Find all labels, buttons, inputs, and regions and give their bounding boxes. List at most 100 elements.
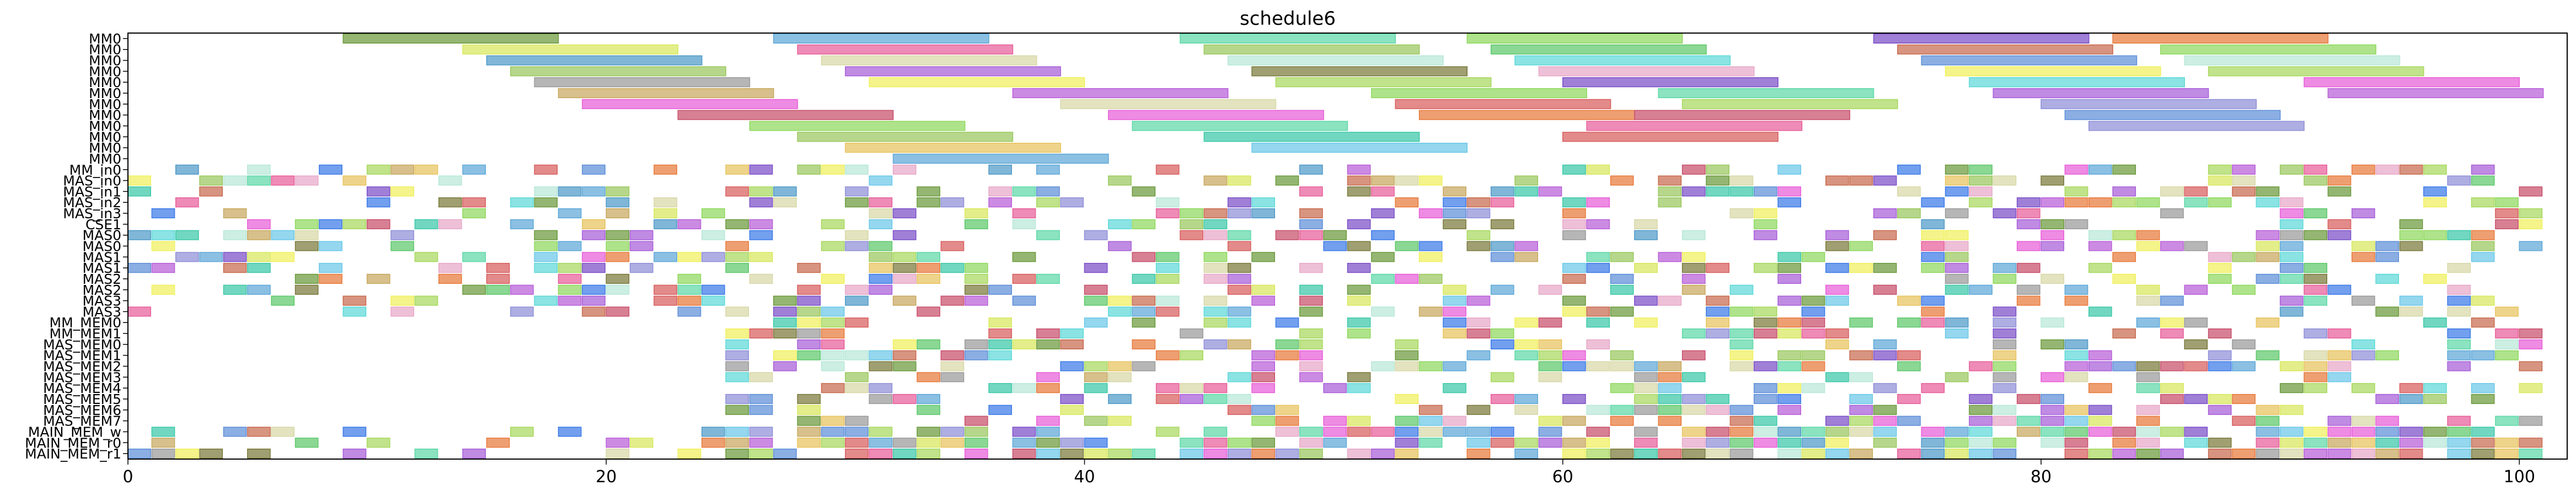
task-bar (725, 449, 749, 459)
schedule-bar (1108, 110, 1324, 120)
task-bar (1538, 438, 1562, 448)
task-bar (2256, 317, 2280, 328)
task-bar (2519, 339, 2543, 349)
task-bar (1873, 263, 1897, 273)
task-bar (2160, 241, 2184, 251)
schedule-bar (892, 153, 1109, 164)
task-bar (1132, 295, 1156, 306)
task-bar (2279, 263, 2304, 273)
task-bar (773, 197, 797, 208)
task-bar (1203, 438, 1228, 448)
task-bar (749, 427, 773, 437)
task-bar (1562, 438, 1586, 448)
task-bar (2256, 427, 2280, 437)
task-bar (199, 186, 223, 197)
task-bar (390, 186, 414, 197)
task-bar (869, 241, 893, 251)
task-bar (1634, 372, 1658, 382)
task-bar (749, 449, 773, 459)
task-bar (2064, 339, 2088, 349)
task-bar (1275, 416, 1299, 426)
task-bar (1993, 383, 2017, 393)
task-bar (2423, 273, 2447, 284)
task-bar (1036, 328, 1060, 339)
task-bar (2423, 317, 2447, 328)
task-bar (2351, 416, 2375, 426)
task-bar (1299, 230, 1323, 240)
task-bar (1466, 427, 1491, 437)
task-bar (1562, 350, 1586, 360)
task-bar (1060, 393, 1084, 405)
task-bar (1012, 295, 1036, 306)
task-bar (2327, 350, 2352, 360)
task-bar (845, 241, 869, 251)
task-bar (1634, 427, 1658, 437)
task-bar (1036, 273, 1060, 284)
task-bar (725, 328, 749, 339)
task-bar (534, 295, 558, 306)
task-bar (1562, 230, 1586, 240)
task-bar (1084, 438, 1108, 448)
y-tick-label: MAS_MEM4 (43, 380, 121, 396)
task-bar (988, 328, 1013, 339)
task-bar (390, 295, 414, 306)
schedule-bar (1538, 66, 1755, 77)
task-bar (1993, 273, 2017, 284)
task-bar (1203, 175, 1228, 186)
schedule-bar (2184, 55, 2401, 66)
task-bar (1395, 339, 1419, 349)
task-bar (2208, 361, 2232, 371)
task-bar (1993, 175, 2017, 186)
task-bar (1227, 339, 1251, 349)
task-bar (366, 273, 390, 284)
y-tick-label: MAS_MEM3 (43, 369, 121, 385)
task-bar (1897, 164, 1921, 175)
task-bar (582, 252, 606, 262)
task-bar (2088, 241, 2112, 251)
task-bar (1490, 241, 1514, 251)
task-bar (1681, 164, 1706, 175)
task-bar (1777, 186, 1801, 197)
task-bar (1969, 393, 1993, 405)
task-bar (2041, 219, 2064, 229)
task-bar (1347, 328, 1371, 339)
task-bar (1036, 372, 1060, 382)
task-bar (2447, 416, 2471, 426)
task-bar (1706, 317, 1729, 328)
task-bar (1108, 295, 1132, 306)
task-bar (845, 295, 869, 306)
task-bar (892, 449, 917, 459)
task-bar (271, 427, 295, 437)
task-bar (2041, 273, 2064, 284)
task-bar (2064, 197, 2088, 208)
task-bar (1275, 449, 1299, 459)
task-bar (1945, 328, 1969, 339)
task-bar (319, 273, 342, 284)
task-bar (1610, 383, 1634, 393)
task-bar (1203, 273, 1228, 284)
task-bar (797, 416, 821, 426)
y-tick-label: MAS0 (83, 228, 121, 244)
task-bar (1586, 339, 1610, 349)
task-bar (773, 186, 797, 197)
x-tick-label: 40 (1074, 467, 1095, 487)
task-bar (892, 252, 917, 262)
task-bar (199, 175, 223, 186)
task-bar (940, 438, 965, 448)
task-bar (1777, 263, 1801, 273)
task-bar (1706, 175, 1729, 186)
task-bar (1945, 263, 1969, 273)
schedule-bar (2160, 44, 2376, 55)
y-tick-label: MAS_MEM2 (43, 359, 121, 375)
task-bar (2088, 164, 2112, 175)
task-bar (414, 449, 438, 459)
x-tick-label: 20 (596, 467, 617, 487)
task-bar (1036, 449, 1060, 459)
y-tick-label: MM0 (89, 107, 121, 123)
task-bar (773, 361, 797, 371)
task-bar (2471, 295, 2495, 306)
task-bar (1490, 197, 1514, 208)
task-bar (701, 438, 725, 448)
task-bar (940, 361, 965, 371)
schedule-bar (2304, 77, 2520, 88)
